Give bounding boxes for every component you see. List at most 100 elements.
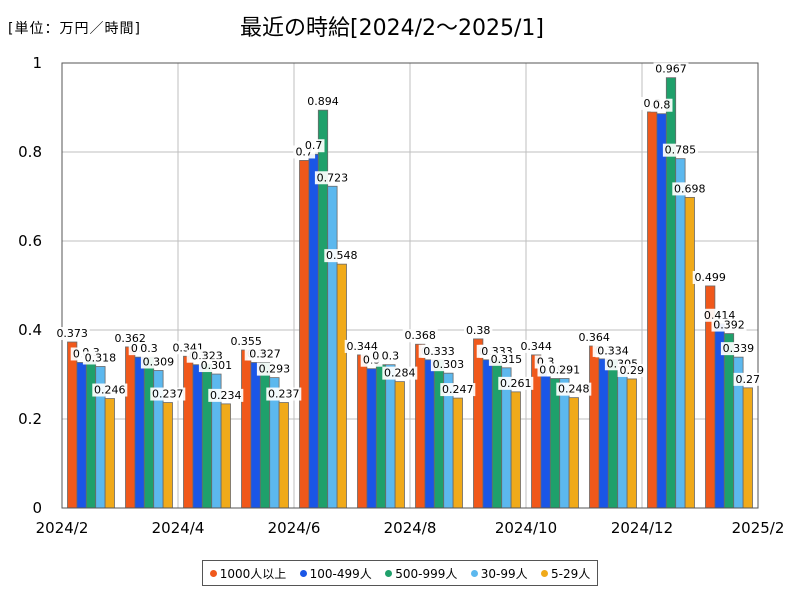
- svg-text:0.364: 0.364: [578, 331, 610, 344]
- data-label: 0.248: [556, 382, 592, 396]
- svg-text:0.27: 0.27: [736, 373, 761, 386]
- bar: [723, 333, 735, 509]
- legend-label: 1000人以上: [219, 566, 287, 581]
- data-label: 0.234: [208, 388, 244, 402]
- bar: [607, 358, 619, 509]
- svg-text:0.261: 0.261: [500, 377, 532, 390]
- svg-text:0.334: 0.334: [597, 344, 629, 357]
- data-label: 0.291: [546, 363, 582, 377]
- x-tick-label: 2024/6: [268, 519, 321, 537]
- svg-text:0.392: 0.392: [713, 319, 745, 332]
- svg-text:0.247: 0.247: [442, 383, 474, 396]
- y-tick-label: 1: [32, 54, 42, 72]
- legend-swatch-icon: [541, 569, 549, 577]
- svg-text:0.246: 0.246: [94, 384, 126, 397]
- legend-label: 30-99人: [480, 566, 528, 581]
- svg-text:0.362: 0.362: [114, 332, 146, 345]
- bar: [67, 341, 78, 509]
- data-label: 0.373: [54, 327, 90, 341]
- legend-swatch-icon: [470, 569, 478, 577]
- svg-text:0.309: 0.309: [143, 355, 175, 368]
- data-label: 0.785: [662, 143, 698, 157]
- data-label: 0.315: [488, 352, 524, 366]
- svg-text:0.499: 0.499: [694, 271, 726, 284]
- data-label: 0.27: [733, 372, 762, 386]
- data-label: 0.414: [702, 308, 738, 322]
- data-label: 0.293: [256, 362, 292, 376]
- data-labels: 0.3730.3620.3410.3550.70.3440.3680.380.3…: [54, 63, 762, 402]
- bar: [201, 363, 213, 509]
- svg-text:0.29: 0.29: [620, 364, 645, 377]
- legend-label: 500-999人: [395, 566, 458, 581]
- svg-text:0.373: 0.373: [56, 327, 88, 340]
- bar: [394, 381, 405, 509]
- data-label: 0.8: [650, 98, 673, 112]
- bar: [250, 362, 261, 509]
- data-label: 0.723: [314, 171, 350, 185]
- grid-lines: [61, 62, 759, 509]
- data-label: 0.392: [711, 318, 747, 332]
- bar: [259, 362, 271, 509]
- bar: [357, 354, 368, 509]
- data-label: 0.29: [617, 363, 646, 377]
- data-label: 0.344: [344, 339, 380, 353]
- data-label: 0.246: [92, 383, 128, 397]
- legend-swatch-icon: [209, 569, 217, 577]
- x-tick-label: 2024/12: [611, 519, 673, 537]
- bar: [589, 345, 600, 509]
- x-tick-label: 2024/8: [384, 519, 437, 537]
- data-label: 0.237: [150, 387, 186, 401]
- bar: [125, 346, 136, 509]
- bar: [540, 370, 551, 509]
- bar: [510, 391, 521, 509]
- data-label: 0.344: [518, 339, 554, 353]
- y-tick-label: 0.4: [18, 321, 42, 339]
- svg-text:0.315: 0.315: [491, 353, 523, 366]
- legend-item: 5-29人: [541, 565, 590, 582]
- bar: [220, 403, 231, 509]
- svg-text:0.548: 0.548: [326, 249, 358, 262]
- bar: [308, 153, 319, 509]
- bar: [327, 185, 338, 509]
- svg-text:0.301: 0.301: [201, 359, 233, 372]
- chart-title: 最近の時給[2024/2〜2025/1]: [240, 16, 544, 41]
- bar: [568, 397, 579, 509]
- svg-text:0.339: 0.339: [723, 342, 755, 355]
- svg-text:0.248: 0.248: [558, 383, 590, 396]
- data-label: 0.362: [112, 331, 148, 345]
- bar: [482, 359, 493, 509]
- data-label: 0.284: [382, 366, 418, 380]
- bar: [626, 378, 637, 509]
- svg-text:0.333: 0.333: [423, 345, 455, 358]
- bar: [473, 338, 484, 509]
- legend-item: 1000人以上: [209, 565, 287, 582]
- svg-text:0.237: 0.237: [268, 388, 300, 401]
- bar: [656, 113, 667, 509]
- bar: [559, 378, 570, 509]
- bar: [134, 356, 145, 509]
- y-tick-label: 0.6: [18, 232, 42, 250]
- bar: [183, 355, 194, 509]
- data-label: 0.247: [440, 383, 476, 397]
- svg-text:0.785: 0.785: [665, 144, 697, 157]
- svg-text:0.344: 0.344: [346, 340, 378, 353]
- legend-swatch-icon: [385, 569, 393, 577]
- svg-text:0.8: 0.8: [653, 99, 671, 112]
- svg-text:0.234: 0.234: [210, 389, 242, 402]
- x-tick-label: 2024/10: [495, 519, 557, 537]
- bar: [675, 158, 686, 509]
- svg-text:0.38: 0.38: [466, 324, 491, 337]
- bar: [684, 196, 695, 509]
- bar: [375, 364, 387, 509]
- x-tick-label: 2025/2: [732, 519, 785, 537]
- bar: [299, 160, 310, 509]
- y-tick-label: 0: [32, 499, 42, 517]
- bar: [192, 364, 203, 509]
- plot-border: [61, 62, 759, 509]
- bar: [617, 371, 628, 509]
- bar: [76, 362, 87, 509]
- unit-label: [単位：万円／時間]: [8, 21, 141, 37]
- axes: 0 0.2 0.4 0.6 0.8 1 2024/2 2024/4 2024/6 2024/8 20…: [18, 54, 784, 537]
- svg-text:0.368: 0.368: [404, 329, 436, 342]
- svg-text:0.355: 0.355: [230, 335, 262, 348]
